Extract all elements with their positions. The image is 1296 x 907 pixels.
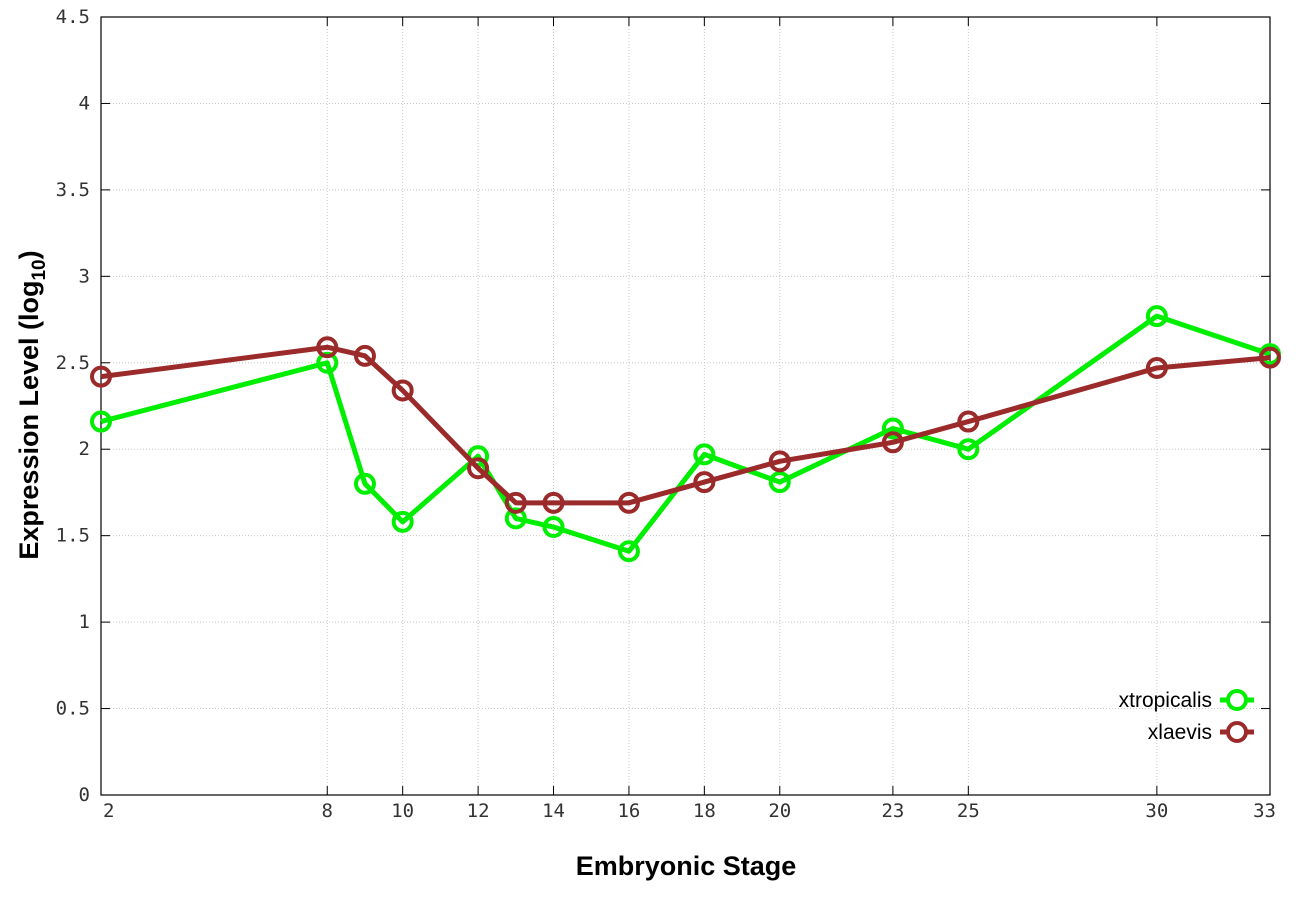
x-tick-label: 20: [768, 800, 791, 822]
data-point-xlaevis: [1145, 356, 1168, 379]
data-point-xlaevis: [316, 336, 339, 359]
y-axis-title-main: Expression Level (log: [14, 281, 44, 560]
data-point-xlaevis: [693, 471, 716, 494]
x-tick-label: 16: [617, 800, 640, 822]
y-tick-label: 4: [79, 92, 90, 114]
data-point-xtropicalis: [617, 540, 640, 563]
data-point-xtropicalis: [504, 507, 527, 530]
x-tick-label: 25: [957, 800, 980, 822]
series-lines: [90, 305, 1281, 563]
data-point-xtropicalis: [768, 471, 791, 494]
data-point-xtropicalis: [881, 417, 904, 440]
data-point-xtropicalis: [316, 351, 339, 374]
data-point-xtropicalis: [693, 443, 716, 466]
x-tick-label: 10: [391, 800, 414, 822]
y-tick-label: 1: [79, 611, 90, 633]
data-point-xlaevis: [90, 365, 112, 388]
x-tick-label: 12: [467, 800, 490, 822]
data-point-xtropicalis: [1145, 305, 1168, 328]
data-point-xlaevis: [617, 491, 640, 514]
data-point-xlaevis: [957, 410, 980, 433]
legend-label-xtropicalis: xtropicalis: [1119, 689, 1212, 712]
data-point-xlaevis: [542, 491, 565, 514]
x-tick-label: 14: [542, 800, 565, 822]
x-tick-label: 33: [1253, 800, 1276, 822]
y-tick-label: 3: [79, 265, 90, 287]
y-tick-label: 4.5: [56, 6, 90, 28]
y-tick-label: 0: [79, 784, 90, 806]
data-point-xtropicalis: [542, 516, 565, 539]
data-point-xtropicalis: [90, 410, 112, 433]
x-tick-label: 23: [881, 800, 904, 822]
legend-label-xlaevis: xlaevis: [1148, 721, 1212, 744]
y-tick-label: 2.5: [56, 352, 90, 374]
legend-marker-xlaevis: [1226, 721, 1248, 743]
axes: 0 0.5 1 1.5 2 2.5 3 3.5 4 4.5 2 8 10 12 14 16 18 20 23 25 30…: [56, 6, 1276, 822]
data-point-xlaevis: [1259, 346, 1281, 369]
data-point-xtropicalis: [957, 438, 980, 461]
data-point-xtropicalis: [391, 510, 414, 533]
legend-marker-xtropicalis: [1226, 689, 1248, 711]
y-tick-label: 1.5: [56, 525, 90, 547]
y-axis-title-subscript: 10: [29, 259, 50, 280]
x-tick-label: 18: [693, 800, 716, 822]
plot-border: [100, 16, 1271, 796]
grid: [101, 17, 1270, 795]
y-axis-title-close: ): [14, 250, 44, 259]
y-tick-label: 0.5: [56, 698, 90, 720]
y-tick-label: 3.5: [56, 179, 90, 201]
x-tick-label: 8: [322, 800, 333, 822]
x-tick-label: 30: [1145, 800, 1168, 822]
data-point-xtropicalis: [353, 472, 376, 495]
data-point-xlaevis: [353, 344, 376, 367]
data-point-xlaevis: [504, 491, 527, 514]
x-tick-label: 2: [103, 800, 114, 822]
y-axis-title: Expression Level (log10): [14, 250, 50, 559]
data-point-xlaevis: [768, 450, 791, 473]
data-point-xlaevis: [881, 431, 904, 454]
data-point-xlaevis: [467, 457, 490, 480]
y-tick-label: 2: [79, 438, 90, 460]
data-point-xlaevis: [391, 379, 414, 402]
x-axis-title: Embryonic Stage: [576, 851, 797, 881]
legend: xtropicalis xlaevis: [1119, 689, 1254, 744]
